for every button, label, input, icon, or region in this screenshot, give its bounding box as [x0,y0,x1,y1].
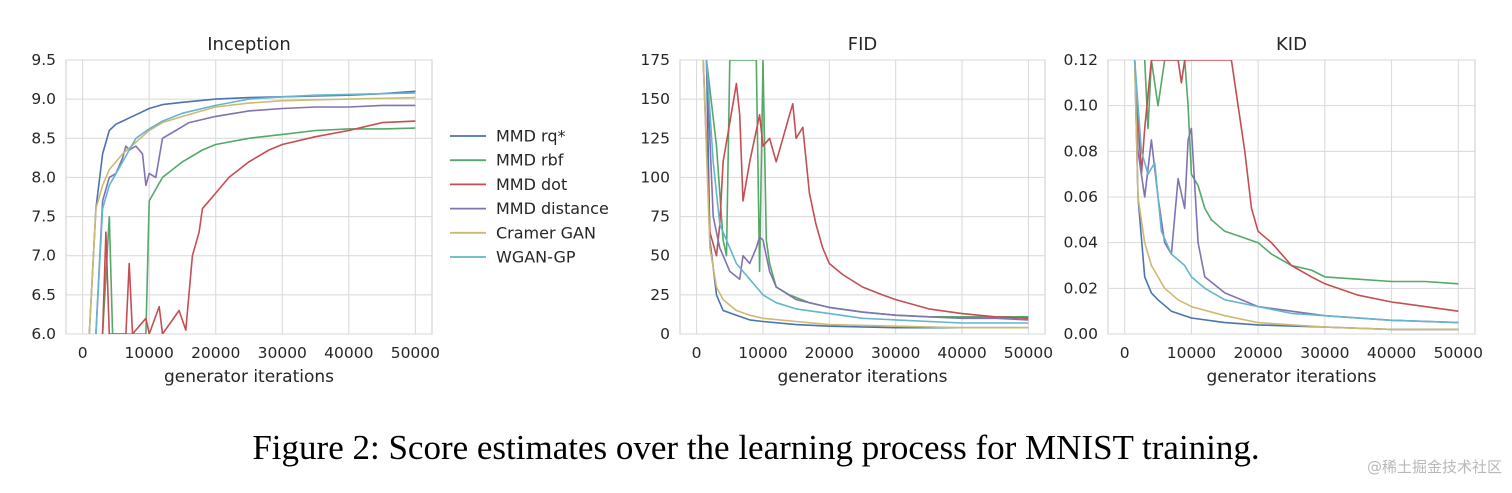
y-tick-label: 8.0 [31,168,56,186]
series-line-mmd-distance [1133,60,1459,324]
y-tick-label: 0.00 [1063,325,1098,343]
x-axis-label: generator iterations [1206,367,1376,387]
series-line-wgan-gp [95,92,416,334]
x-tick-label: 0 [1120,344,1130,362]
series-line-cramer-gan [88,96,416,334]
y-tick-label: 6.5 [31,286,56,304]
figure-caption: Figure 2: Score estimates over the learn… [252,428,1260,467]
y-tick-label: 125 [640,129,670,147]
series-line-mmd-dot [101,120,416,334]
series-line-wgan-gp [1133,60,1459,324]
x-tick-label: 20000 [805,344,854,362]
y-tick-label: 100 [640,168,670,186]
x-tick-label: 30000 [871,344,920,362]
legend-label: Cramer GAN [496,223,596,242]
x-tick-label: 20000 [191,344,240,362]
x-tick-label: 40000 [324,344,373,362]
x-tick-label: 20000 [1233,344,1282,362]
series-line-mmd-rq [705,60,1029,329]
legend-label: MMD rq* [496,127,565,146]
y-tick-label: 8.5 [31,129,56,147]
y-tick-label: 175 [640,51,670,69]
x-tick-label: 40000 [1367,344,1416,362]
x-tick-label: 10000 [1167,344,1216,362]
plot-area [679,59,1046,335]
y-tick-label: 0.02 [1063,279,1098,297]
watermark: @稀土掘金技术社区 [1366,458,1502,476]
y-tick-label: 50 [650,247,670,265]
x-axis-label: generator iterations [164,367,334,387]
y-tick-label: 7.0 [31,247,56,265]
chart-title: KID [1276,34,1307,55]
y-tick-label: 75 [650,208,670,226]
x-tick-label: 0 [78,344,88,362]
series-line-mmd-distance [95,104,416,334]
series-line-mmd-distance [705,60,1029,321]
series-line-cramer-gan [1133,60,1459,331]
x-tick-label: 50000 [1004,344,1053,362]
series-line-mmd-dot [702,60,1029,320]
x-tick-label: 50000 [391,344,440,362]
y-tick-label: 9.5 [31,51,56,69]
y-tick-label: 0.04 [1063,234,1098,252]
chart-title: FID [848,34,878,55]
x-tick-label: 30000 [258,344,307,362]
legend-label: MMD distance [496,199,609,218]
legend-label: MMD rbf [496,151,564,170]
y-tick-label: 6.0 [31,325,56,343]
figure-canvas: 0 10000 20000 30000 40000 500006.06.57.07.58.… [31,34,1483,387]
y-tick-label: 0.08 [1063,142,1098,160]
chart-panel-kid: 0 10000 20000 30000 40000 50000 0.00 0.02 0.04 0.… [1063,34,1482,387]
chart-panel-inception: 0 10000 20000 30000 40000 50000 6.0 6.5 7.0 7.5 8.… [31,34,440,387]
plot-area [65,59,433,335]
chart-title: Inception [207,34,291,55]
y-tick-label: 25 [650,286,670,304]
series-line-wgan-gp [705,60,1029,324]
chart-panel-fid: 0 10000 20000 30000 40000 50000 0 25 50 75 100 125 1… [640,34,1053,387]
x-axis-label: generator iterations [777,367,947,387]
series-line-mmd-rbf [1143,60,1459,285]
x-tick-label: 50000 [1434,344,1483,362]
y-tick-label: 9.0 [31,90,56,108]
x-tick-label: 30000 [1300,344,1349,362]
x-tick-label: 40000 [937,344,986,362]
series-line-cramer-gan [702,60,1029,329]
y-tick-label: 150 [640,90,670,108]
x-tick-label: 0 [692,344,702,362]
legend-label: MMD dot [496,175,567,194]
x-tick-label: 10000 [125,344,174,362]
y-tick-label: 0.06 [1063,188,1098,206]
y-tick-label: 0 [660,325,670,343]
series-line-mmd-dot [1133,60,1459,312]
y-tick-label: 0.10 [1063,97,1098,115]
x-tick-label: 10000 [738,344,787,362]
legend: MMD rq* MMD rbf MMD dot MMD distance Cramer … [450,127,609,267]
series-line-mmd-rbf [101,127,416,334]
y-tick-label: 7.5 [31,208,56,226]
legend-label: WGAN-GP [496,248,576,267]
y-tick-label: 0.12 [1063,51,1098,69]
